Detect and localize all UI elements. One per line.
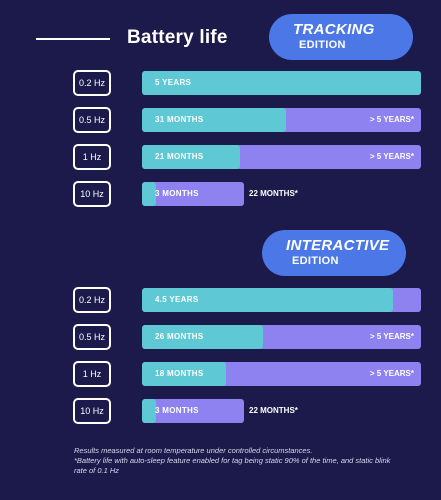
auto-sleep-bar: 5 YEARS <box>142 71 421 95</box>
page-title: Battery life <box>127 27 228 48</box>
auto-sleep-bar: 3 MONTHS <box>142 399 244 423</box>
battery-life-label: 26 MONTHS <box>155 332 204 341</box>
frequency-label: 10 Hz <box>73 181 111 207</box>
tracking-edition-badge: TRACKING EDITION <box>269 14 413 60</box>
auto-sleep-bar: 4.5 YEARS <box>142 288 421 312</box>
battery-life-bar <box>142 71 421 95</box>
interactive-row: 10 Hz 3 MONTHS 22 MONTHS* <box>0 398 441 426</box>
auto-sleep-bar: 21 MONTHS > 5 YEARS* <box>142 145 421 169</box>
auto-sleep-label: 22 MONTHS* <box>249 189 298 198</box>
interactive-row: 0.2 Hz 4.5 YEARS <box>0 287 441 315</box>
auto-sleep-label: > 5 YEARS* <box>369 115 414 124</box>
footnote-line-1: Results measured at room temperature und… <box>74 446 313 455</box>
frequency-label: 0.2 Hz <box>73 287 111 313</box>
tracking-row: 10 Hz 3 MONTHS 22 MONTHS* <box>0 181 441 209</box>
frequency-label: 10 Hz <box>73 398 111 424</box>
tracking-row: 0.2 Hz 5 YEARS <box>0 70 441 98</box>
tracking-row: 0.5 Hz 31 MONTHS > 5 YEARS* <box>0 107 441 135</box>
battery-life-bar <box>142 145 240 169</box>
battery-life-label: 5 YEARS <box>155 78 192 87</box>
frequency-label: 1 Hz <box>73 144 111 170</box>
battery-life-bar <box>142 182 156 206</box>
tracking-badge-subtitle: EDITION <box>299 39 346 51</box>
battery-life-label: 31 MONTHS <box>155 115 204 124</box>
battery-life-label: 21 MONTHS <box>155 152 204 161</box>
auto-sleep-bar: 26 MONTHS > 5 YEARS* <box>142 325 421 349</box>
tracking-row: 1 Hz 21 MONTHS > 5 YEARS* <box>0 144 441 172</box>
auto-sleep-bar: 18 MONTHS > 5 YEARS* <box>142 362 421 386</box>
tracking-badge-title: TRACKING <box>293 21 375 38</box>
auto-sleep-label: > 5 YEARS* <box>369 332 414 341</box>
interactive-row: 0.5 Hz 26 MONTHS > 5 YEARS* <box>0 324 441 352</box>
battery-life-label: 4.5 YEARS <box>155 295 199 304</box>
interactive-badge-subtitle: EDITION <box>292 255 339 267</box>
battery-life-bar <box>142 325 263 349</box>
header-rule <box>36 38 110 40</box>
battery-life-bar <box>142 399 156 423</box>
frequency-label: 0.5 Hz <box>73 324 111 350</box>
battery-life-bar <box>142 108 286 132</box>
interactive-row: 1 Hz 18 MONTHS > 5 YEARS* <box>0 361 441 389</box>
footnote: Results measured at room temperature und… <box>74 446 404 476</box>
frequency-label: 0.5 Hz <box>73 107 111 133</box>
footnote-line-2: *Battery life with auto-sleep feature en… <box>74 456 391 475</box>
frequency-label: 0.2 Hz <box>73 70 111 96</box>
auto-sleep-label: > 5 YEARS* <box>369 369 414 378</box>
battery-life-label: 3 MONTHS <box>155 406 199 415</box>
interactive-badge-title: INTERACTIVE <box>286 237 390 254</box>
frequency-label: 1 Hz <box>73 361 111 387</box>
interactive-edition-badge: INTERACTIVE EDITION <box>262 230 406 276</box>
auto-sleep-bar: 3 MONTHS <box>142 182 244 206</box>
battery-life-bar <box>142 288 393 312</box>
auto-sleep-label: 22 MONTHS* <box>249 406 298 415</box>
auto-sleep-bar: 31 MONTHS > 5 YEARS* <box>142 108 421 132</box>
battery-life-bar <box>142 362 226 386</box>
auto-sleep-label: > 5 YEARS* <box>369 152 414 161</box>
battery-life-label: 18 MONTHS <box>155 369 204 378</box>
battery-life-label: 3 MONTHS <box>155 189 199 198</box>
